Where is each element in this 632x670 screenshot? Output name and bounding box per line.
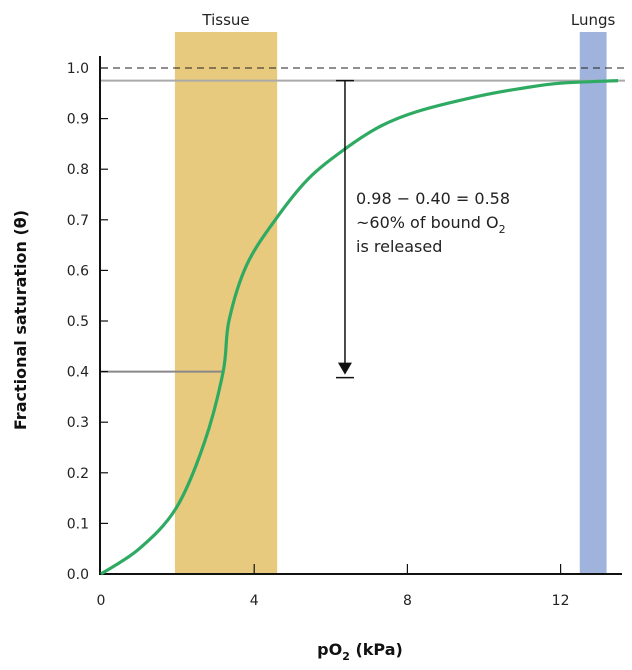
x-tick-label: 8 bbox=[403, 593, 412, 609]
y-tick-label: 0.9 bbox=[67, 112, 89, 128]
y-tick-label: 0.4 bbox=[67, 365, 89, 381]
band-lungs bbox=[579, 32, 607, 574]
annotation-line3: is released bbox=[356, 237, 442, 256]
band-label-tissue: Tissue bbox=[201, 11, 249, 29]
y-tick-label: 0.6 bbox=[67, 263, 89, 279]
x-tick-label: 4 bbox=[250, 593, 259, 609]
annotation-line2: ~60% of bound O2 bbox=[356, 213, 506, 236]
band-tissue bbox=[174, 32, 278, 574]
band-label-lungs: Lungs bbox=[571, 11, 616, 29]
y-tick-label: 0.8 bbox=[67, 162, 89, 178]
y-tick-label: 0.5 bbox=[67, 314, 89, 330]
annotation-line1: 0.98 − 0.40 = 0.58 bbox=[356, 189, 510, 208]
x-tick-label: 0 bbox=[97, 593, 106, 609]
y-tick-label: 0.7 bbox=[67, 213, 89, 229]
y-tick-label: 1.0 bbox=[67, 61, 89, 77]
y-tick-label: 0.2 bbox=[67, 466, 89, 482]
y-tick-label: 0.1 bbox=[67, 516, 89, 532]
saturation-curve bbox=[100, 79, 619, 576]
y-tick-label: 0.3 bbox=[67, 415, 89, 431]
arrow-head bbox=[337, 362, 352, 375]
y-axis-title: Fractional saturation (θ) bbox=[11, 210, 30, 430]
x-axis-title: pO2 (kPa) bbox=[317, 640, 403, 663]
y-tick-label: 0.0 bbox=[67, 567, 89, 583]
x-tick-label: 12 bbox=[552, 593, 570, 609]
